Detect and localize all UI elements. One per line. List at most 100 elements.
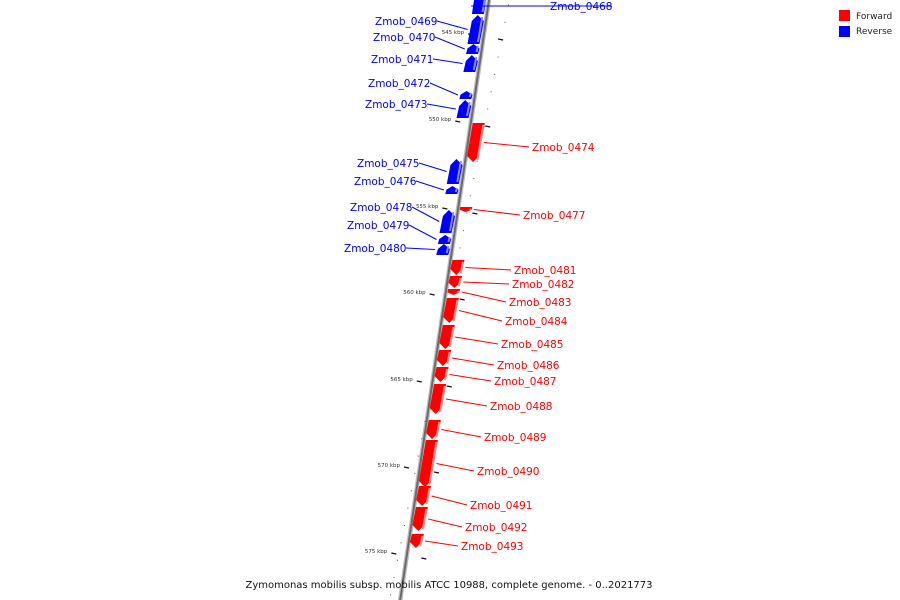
major-tick-right <box>472 212 478 215</box>
gene-labels: Zmob_0468 Zmob_0469 Zmob_0470 Zmob_0471 Zmob… <box>344 1 612 553</box>
legend-reverse-swatch <box>839 26 850 37</box>
gene-arrow-highlight <box>454 187 458 193</box>
gene-label: Zmob_0473 <box>365 99 427 111</box>
gene-zmob_0484 <box>443 298 459 323</box>
gene-arrow-highlight <box>457 277 462 287</box>
tick-label: 545 kbp <box>442 30 465 36</box>
legend: Forward Reverse <box>839 10 893 37</box>
gene-arrow <box>459 207 473 212</box>
gene-label-connector <box>463 281 510 285</box>
gene-label: Zmob_0477 <box>523 210 585 222</box>
major-tick-left <box>429 293 435 296</box>
gene-zmob_0483 <box>447 289 461 295</box>
gene-arrow-highlight <box>446 351 451 365</box>
gene-label: Zmob_0486 <box>497 360 560 372</box>
tick-label: 575 kbp <box>365 549 388 555</box>
gene-zmob_0472 <box>459 91 473 99</box>
gene-label-connector <box>432 58 463 64</box>
legend-forward-label: Forward <box>856 12 892 22</box>
gene-arrow <box>447 289 461 295</box>
gene-label: Zmob_0490 <box>477 466 539 478</box>
gene-label-connector <box>436 20 468 30</box>
tick-label: 555 kbp <box>416 204 439 210</box>
gene-arrow-highlight <box>443 368 449 381</box>
gene-zmob_0479 <box>437 235 452 244</box>
gene-label: Zmob_0478 <box>350 202 412 214</box>
gene-zmob_0487 <box>434 367 449 382</box>
gene-zmob_0469 <box>467 15 484 44</box>
gene-label: Zmob_0474 <box>532 142 595 154</box>
gene-zmob_0477 <box>459 207 473 212</box>
gene-zmob_0486 <box>436 350 452 366</box>
gene-label: Zmob_0480 <box>344 243 406 255</box>
gene-label: Zmob_0489 <box>484 432 546 444</box>
gene-arrow <box>409 534 424 548</box>
gene-arrow-highlight <box>468 92 472 98</box>
gene-label: Zmob_0493 <box>461 541 523 553</box>
major-tick-right <box>497 38 504 41</box>
tick-label: 570 kbp <box>378 463 401 469</box>
gene-zmob_0474 <box>467 123 485 162</box>
gene-arrow <box>416 486 432 506</box>
gene-label-connector <box>441 429 482 438</box>
gene-features <box>409 0 486 548</box>
major-tick-right <box>485 125 491 128</box>
gene-zmob_0468 <box>471 0 486 14</box>
gene-label: Zmob_0469 <box>375 16 437 28</box>
gene-label: Zmob_0476 <box>354 176 417 188</box>
major-tick-right <box>433 471 440 474</box>
gene-label-connector <box>449 374 492 382</box>
gene-label-connector <box>415 180 445 191</box>
gene-label: Zmob_0492 <box>465 522 527 534</box>
gene-arrow <box>450 260 465 275</box>
gene-arrow-highlight <box>428 441 438 486</box>
gene-arrow <box>436 350 452 366</box>
gene-label: Zmob_0475 <box>357 158 419 170</box>
gene-label: Zmob_0491 <box>470 500 532 512</box>
gene-label-connector <box>455 336 499 345</box>
gene-label-connector <box>458 310 503 322</box>
major-tick-right <box>446 385 452 388</box>
gene-arrow-highlight <box>456 290 460 294</box>
backbone-line <box>399 0 491 600</box>
gene-zmob_0470 <box>466 44 480 54</box>
gene-label: Zmob_0470 <box>373 32 435 44</box>
gene-zmob_0473 <box>456 100 472 118</box>
gene-label-connector <box>483 142 530 148</box>
tick-label: 565 kbp <box>390 377 413 383</box>
gene-arrow-highlight <box>449 211 455 232</box>
gene-arrow-highlight <box>456 160 462 183</box>
gene-zmob_0491 <box>416 486 432 506</box>
gene-zmob_0493 <box>409 534 424 548</box>
major-tick-right <box>421 557 427 560</box>
gene-label-connector <box>465 267 512 271</box>
gene-arrow-highlight <box>475 45 479 53</box>
gene-zmob_0489 <box>426 420 441 439</box>
gene-arrow <box>434 367 449 382</box>
major-tick-left <box>455 120 461 123</box>
major-tick-left <box>403 466 410 469</box>
major-tick-left <box>416 380 422 383</box>
gene-label-connector <box>429 82 459 96</box>
gene-label-connector <box>424 540 459 547</box>
gene-label: Zmob_0484 <box>505 316 568 328</box>
gene-label: Zmob_0479 <box>347 220 409 232</box>
gene-label: Zmob_0488 <box>490 401 552 413</box>
gene-arrow <box>448 276 463 288</box>
gene-arrow-highlight <box>447 236 451 243</box>
gene-arrow <box>459 91 473 99</box>
gene-zmob_0471 <box>463 55 478 72</box>
gene-label: Zmob_0485 <box>501 339 563 351</box>
gene-arrow-highlight <box>477 16 484 43</box>
gene-arrow-highlight <box>435 421 441 438</box>
gene-zmob_0490 <box>418 440 438 487</box>
gene-arrow-highlight <box>425 487 431 505</box>
gene-arrow <box>445 186 459 194</box>
gene-label-connector <box>451 357 495 366</box>
gene-label-connector <box>431 495 468 506</box>
gene-label: Zmob_0483 <box>509 297 571 309</box>
gene-label-connector <box>473 209 521 216</box>
gene-label-connector <box>408 224 437 240</box>
gene-zmob_0478 <box>439 210 455 233</box>
